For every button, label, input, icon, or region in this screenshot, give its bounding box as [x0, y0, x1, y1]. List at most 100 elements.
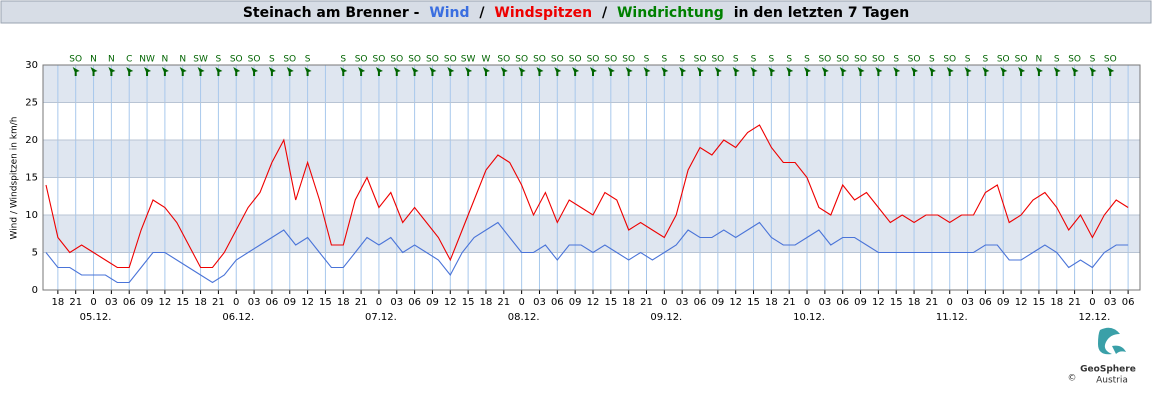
x-tick-label: 03 [105, 297, 118, 308]
direction-arrow [161, 67, 169, 76]
y-tick-label: 0 [32, 285, 38, 296]
direction-arrow [589, 67, 597, 76]
x-tick-label: 18 [337, 297, 350, 308]
direction-label: S [305, 55, 311, 65]
direction-arrow [697, 67, 705, 76]
x-tick-label: 09 [283, 297, 296, 308]
direction-label: N [1036, 55, 1043, 65]
direction-arrow [893, 67, 901, 76]
direction-label: SW [461, 55, 476, 65]
direction-label: SO [230, 55, 243, 65]
x-tick-label: 12 [1015, 297, 1028, 308]
direction-arrow [1053, 67, 1061, 76]
direction-arrow [90, 67, 98, 76]
direction-label: SO [997, 55, 1010, 65]
direction-label: SO [283, 55, 296, 65]
x-tick-label: 12 [872, 297, 885, 308]
x-tick-label: 15 [604, 297, 617, 308]
x-tick-label: 18 [765, 297, 778, 308]
direction-label: N [108, 55, 115, 65]
direction-arrow [358, 67, 366, 76]
logo: GeoSphere Austria © [1068, 327, 1136, 386]
x-tick-label: 03 [961, 297, 974, 308]
direction-label: S [929, 55, 935, 65]
direction-label: N [90, 55, 97, 65]
direction-arrow [536, 67, 544, 76]
date-label: 10.12. [793, 312, 825, 323]
direction-arrow [393, 67, 401, 76]
direction-arrow [375, 67, 383, 76]
direction-arrow [946, 67, 954, 76]
x-tick-label: 06 [408, 297, 421, 308]
x-tick-label: 09 [854, 297, 867, 308]
direction-label: S [340, 55, 346, 65]
grid-band [43, 65, 1140, 103]
y-tick-label: 25 [25, 98, 38, 109]
y-tick-label: 20 [25, 135, 38, 146]
direction-label: S [751, 55, 757, 65]
x-tick-label: 12 [301, 297, 314, 308]
x-tick-label: 18 [1050, 297, 1063, 308]
direction-label: SO [569, 55, 582, 65]
x-tick-label: 12 [444, 297, 457, 308]
direction-arrow [144, 67, 152, 76]
x-tick-label: 03 [1104, 297, 1117, 308]
direction-arrow [1018, 67, 1026, 76]
x-tick-label: 15 [176, 297, 189, 308]
direction-label: S [679, 55, 685, 65]
x-tick-label: 12 [587, 297, 600, 308]
direction-arrow [215, 67, 223, 76]
direction-label: SO [872, 55, 885, 65]
direction-arrow [179, 67, 187, 76]
direction-arrow [447, 67, 455, 76]
x-tick-label: 06 [266, 297, 279, 308]
title-separator: / [479, 5, 485, 21]
direction-arrow [197, 67, 205, 76]
x-tick-label: 09 [997, 297, 1010, 308]
direction-arrow [732, 67, 740, 76]
direction-arrow [982, 67, 990, 76]
x-tick-label: 15 [890, 297, 903, 308]
date-label: 08.12. [508, 312, 540, 323]
x-tick-label: 15 [1033, 297, 1046, 308]
y-tick-label: 5 [32, 248, 38, 259]
direction-arrow [857, 67, 865, 76]
x-tick-label: 06 [551, 297, 564, 308]
direction-arrow [233, 67, 241, 76]
direction-arrow [875, 67, 883, 76]
direction-arrow [964, 67, 972, 76]
series-line [45, 221, 1129, 284]
direction-arrow [108, 67, 116, 76]
x-tick-label: 12 [159, 297, 172, 308]
direction-arrow [1071, 67, 1079, 76]
direction-label: SW [193, 55, 208, 65]
direction-arrow [251, 67, 259, 76]
grid-band [43, 140, 1140, 178]
logo-name: GeoSphere [1080, 365, 1136, 375]
x-tick-label: 03 [676, 297, 689, 308]
direction-label: SO [355, 55, 368, 65]
direction-arrow [911, 67, 919, 76]
title-wind: Wind [429, 5, 469, 21]
x-tick-label: 0 [90, 297, 96, 308]
x-tick-label: 21 [640, 297, 653, 308]
x-tick-label: 03 [819, 297, 832, 308]
date-label: 07.12. [365, 312, 397, 323]
copyright: © [1068, 374, 1077, 384]
x-tick-label: 18 [622, 297, 635, 308]
direction-label: W [482, 55, 491, 65]
logo-icon [1098, 327, 1126, 355]
direction-arrow [1035, 67, 1043, 76]
grid-band [43, 215, 1140, 253]
x-tick-label: 18 [51, 297, 64, 308]
direction-label: SO [444, 55, 457, 65]
direction-label: N [179, 55, 186, 65]
x-tick-label: 21 [212, 297, 225, 308]
direction-label: S [1090, 55, 1096, 65]
x-tick-label: 0 [804, 297, 810, 308]
direction-label: SO [1015, 55, 1028, 65]
direction-label: SO [622, 55, 635, 65]
x-tick-label: 03 [390, 297, 403, 308]
direction-label: S [769, 55, 775, 65]
y-tick-label: 30 [25, 60, 38, 71]
